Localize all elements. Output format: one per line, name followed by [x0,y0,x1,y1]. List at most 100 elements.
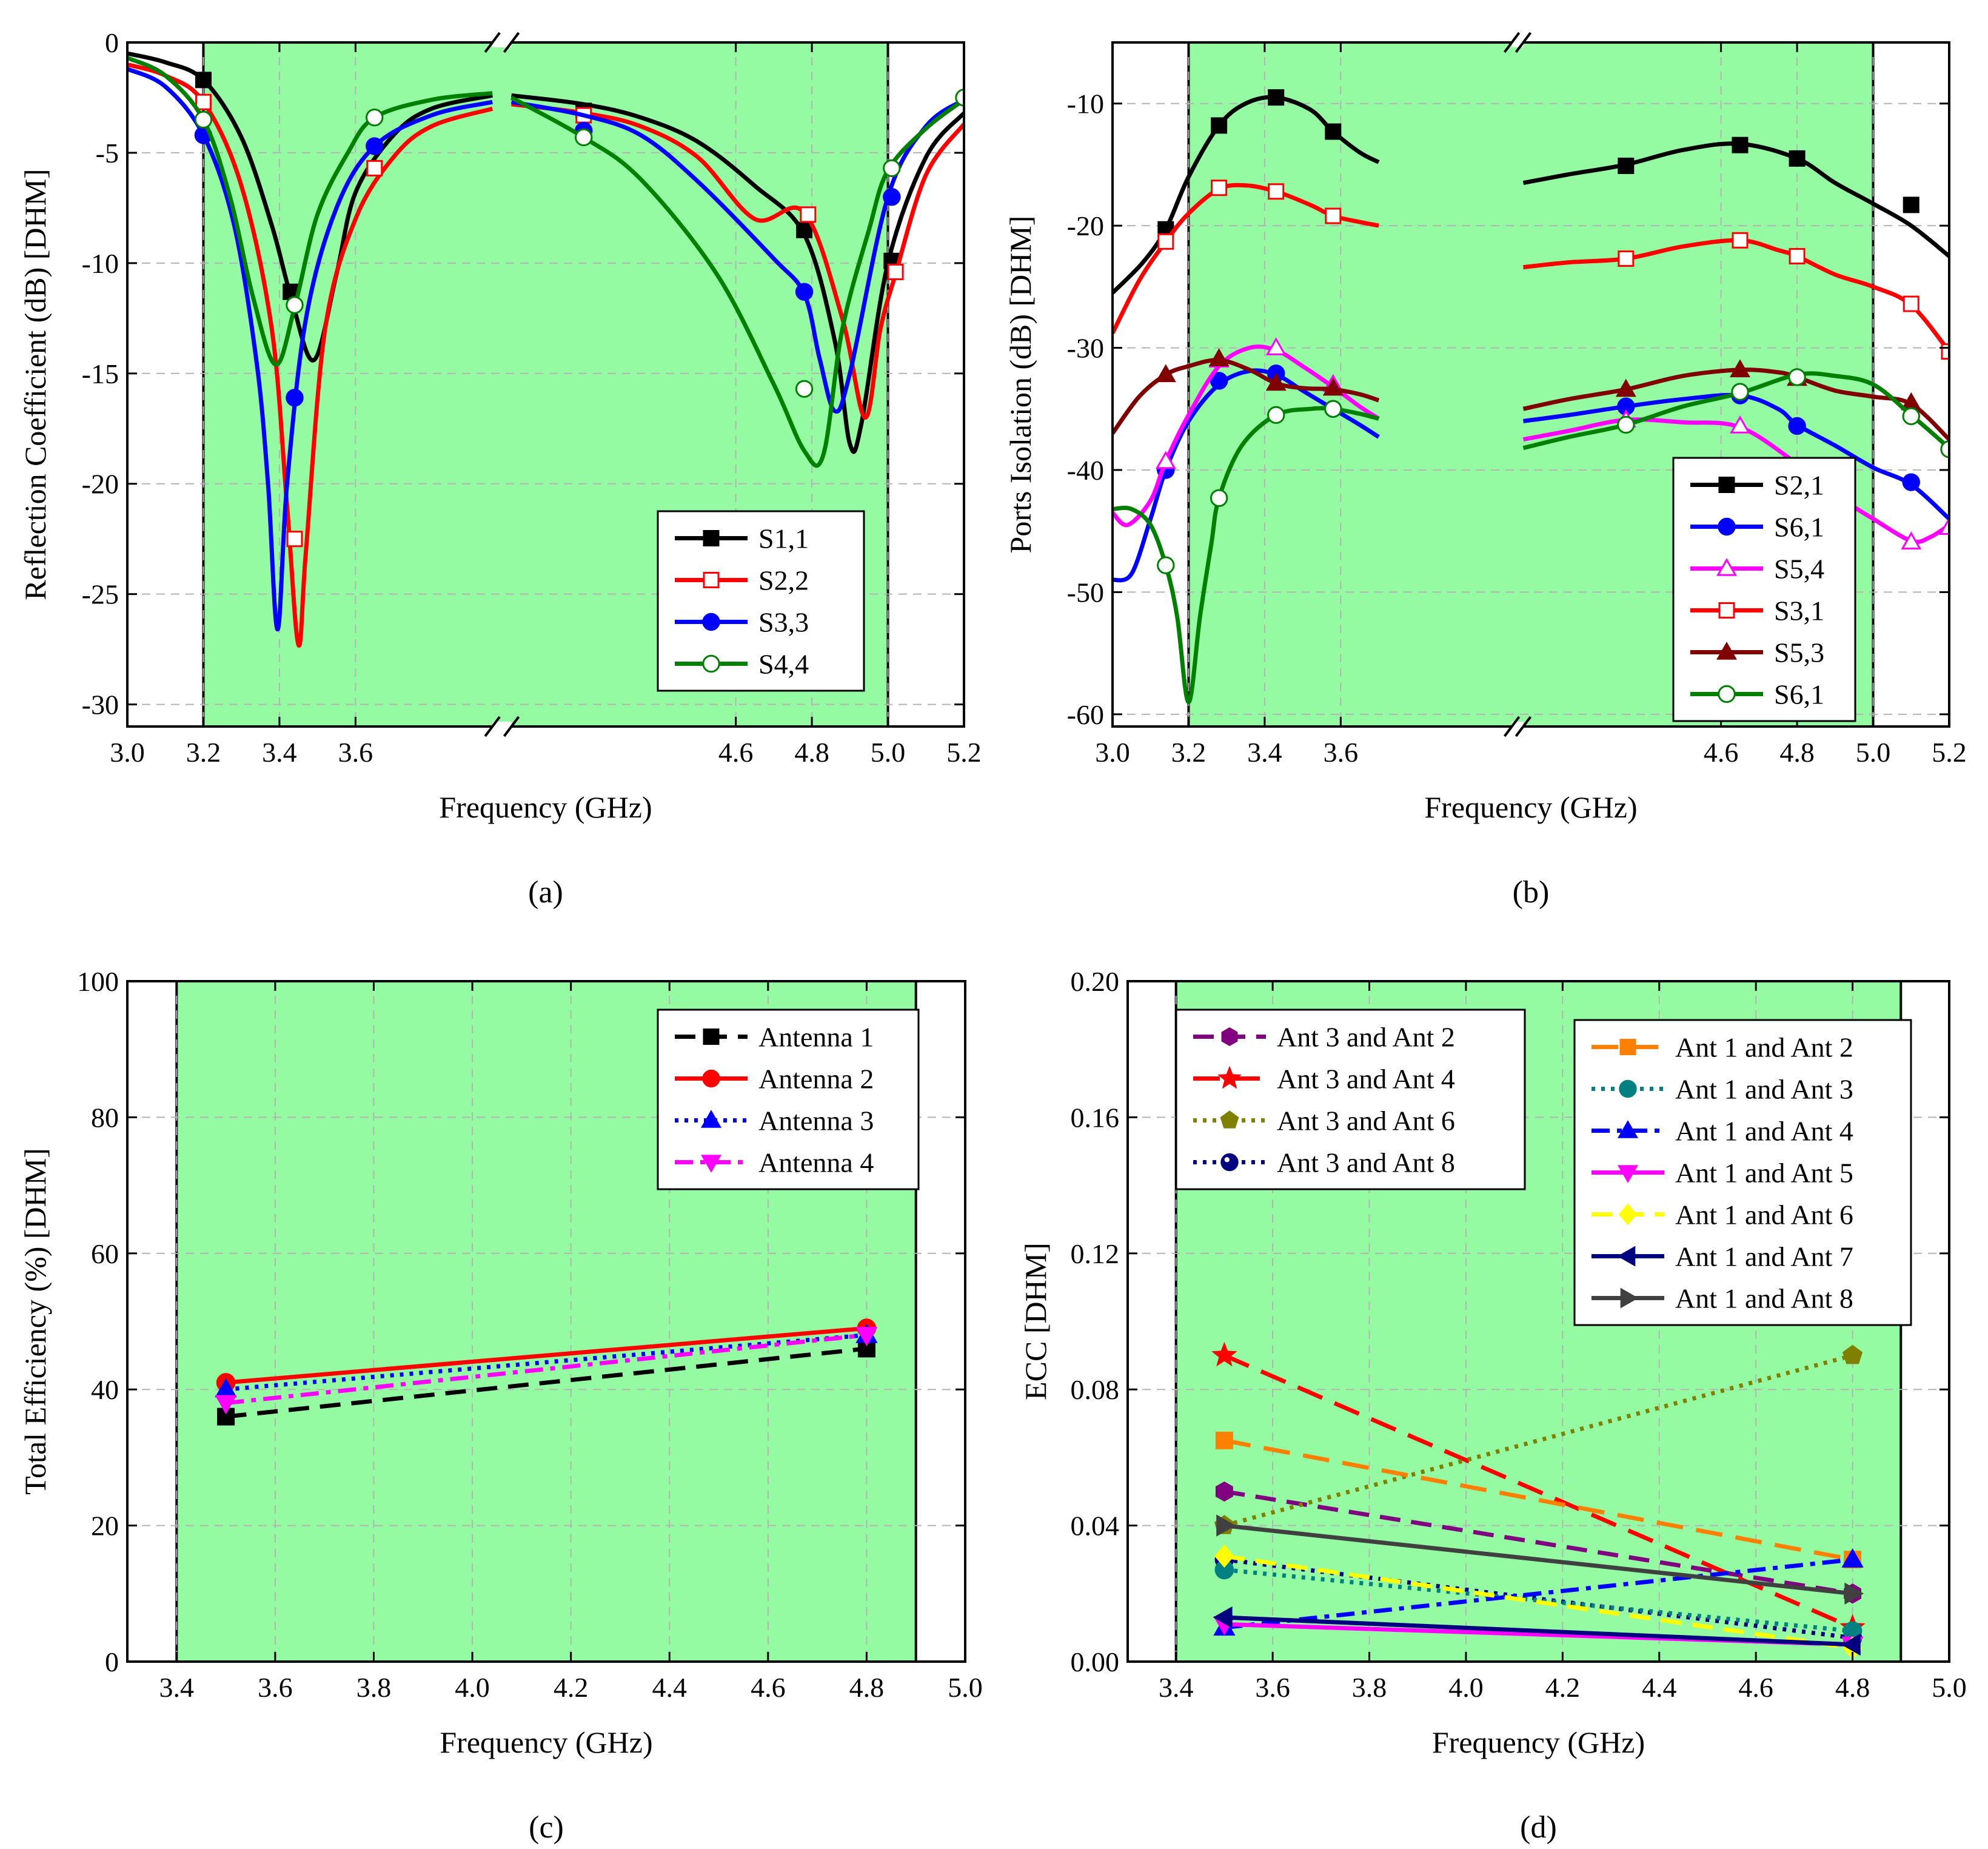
panel-caption: (a) [528,875,563,910]
legend-box [657,510,865,692]
x-tick-label: 3.0 [1095,737,1130,768]
x-tick-label: 4.6 [1704,737,1739,768]
series-s3-1-marker [1618,250,1635,267]
legend-box [1672,457,1856,722]
series-ant-1-and-ant-7-line [1224,1615,1853,1647]
y-tick-label: -15 [82,358,119,389]
series-s5-3-marker [1615,378,1636,397]
series-group [215,1318,878,1426]
y-tick-label: 0.20 [1071,966,1120,997]
series-s5-4-marker [1730,415,1750,434]
series-s2-1-marker [1789,150,1806,167]
y-tick-label: 0 [105,27,119,58]
series-s3-3-line-left [127,67,493,632]
legend-swatch-marker [1619,1079,1637,1098]
legend-main: Ant 3 and Ant 2 Ant 3 and Ant 4 Ant 3 and … [1175,1008,1526,1190]
axis-break-slash [503,32,520,53]
legend-label: S4,4 [758,649,809,680]
series-ant-1-and-ant-2-line [1223,1438,1853,1562]
legend-label: Ant 1 and Ant 8 [1675,1283,1853,1314]
series-s6-1-marker [1902,407,1920,426]
legend-swatch-marker [1716,642,1737,660]
series-s6-1-marker [1731,383,1749,401]
x-tick-label: 4.0 [455,1672,490,1703]
axis-break-bottom [1504,716,1532,737]
x-tick-label: 5.2 [1932,737,1967,768]
series-ant-1-and-ant-4-line [1224,1557,1853,1630]
x-tick-label: 4.2 [554,1672,589,1703]
legend-label: Antenna 1 [758,1022,874,1053]
series-s2-1-marker [1211,117,1228,134]
axis-break-gap [492,38,512,47]
series-s6-1-marker [1210,372,1228,390]
y-axis-ticks: 0 -5 -10 -15 -20 -25 -30 [82,27,964,720]
x-tick-label: 4.6 [1738,1672,1773,1703]
legend-swatch-marker [1618,1165,1638,1183]
series-s6-1-marker [1324,400,1342,418]
x-axis-ticks: 3.4 3.6 3.8 4.0 4.2 4.4 4.6 4.8 5.0 [1159,981,1967,1703]
series-s5-3-line-left [1113,358,1380,435]
legend-label: Ant 1 and Ant 4 [1675,1116,1853,1147]
x-tick-label: 3.8 [356,1672,392,1703]
y-tick-label: -10 [82,248,119,279]
axis-break-slash [484,716,501,737]
legend-swatch-marker [1716,558,1737,576]
series-s2-2-line-right [511,102,964,420]
series-s5-3-marker [1730,359,1750,378]
series-s6-1-marker [1617,415,1635,434]
y-axis-ticks: 0 20 40 60 80 100 [77,966,965,1677]
series-antenna-4-marker [215,1395,237,1415]
x-axis-ticks: 3.0 3.2 3.4 3.6 4.6 4.8 5.0 5.2 [110,42,982,768]
series-s6-1-marker [1267,406,1285,424]
plot-frame [1111,41,1950,728]
series-antenna-4-line [226,1332,867,1406]
y-tick-label: 0.04 [1071,1511,1120,1542]
series-s1-1-marker [796,221,813,238]
legend-label: Ant 3 and Ant 6 [1277,1106,1455,1136]
series-ant-1-and-ant-6-marker [1214,1544,1234,1568]
series-s5-3-marker [1155,364,1176,383]
legend-label: Ant 3 and Ant 8 [1277,1147,1455,1178]
series-s6-1-marker [1210,489,1228,508]
series-group [1211,1341,1866,1660]
y-tick-label: -5 [96,138,119,169]
legend-label: Ant 3 and Ant 2 [1277,1022,1455,1053]
series-s4-4-marker [286,296,304,314]
y-tick-label: 40 [91,1374,119,1405]
legend-swatch-marker [1618,1120,1638,1138]
x-tick-label: 3.6 [1255,1672,1290,1703]
legend-secondary: Ant 1 and Ant 2 Ant 1 and Ant 3 Ant 1 and … [1573,1019,1912,1326]
y-tick-label: -20 [1067,210,1104,241]
series-s2-1-marker [1903,196,1919,213]
x-tick-label: 3.4 [1159,1672,1194,1703]
legend-swatch-marker [702,612,720,631]
series-s2-2-marker [286,531,303,548]
legend-label: Antenna 4 [758,1147,874,1178]
legend-swatch-marker [703,1029,720,1045]
series-s4-4-line-right [510,95,964,468]
series-s2-2-marker [195,93,212,110]
axis-break-top [484,32,520,53]
x-axis-ticks: 3.0 3.2 3.4 3.6 4.6 4.8 5.0 5.2 [1095,42,1967,768]
legend-label: S6,1 [1774,512,1824,543]
x-tick-label: 4.8 [794,737,829,768]
x-tick-label: 3.4 [159,1672,195,1703]
y-tick-label: -50 [1067,577,1104,608]
legend-swatch-marker [1217,1065,1242,1089]
x-tick-label: 3.6 [258,1672,293,1703]
y-axis-title: Ports Isolation (dB) [DHM] [1003,216,1037,554]
series-ant-3-and-ant-4-marker [1211,1341,1237,1367]
x-tick-label: 5.2 [946,737,982,768]
series-antenna-1-line [226,1346,867,1419]
legend-label: S6,1 [1774,679,1824,710]
x-tick-label: 4.8 [849,1672,885,1703]
panel-c: 3.4 3.6 3.8 4.0 4.2 4.4 4.6 4.8 5.0 0 20 40 60 80 100 F… [18,966,983,1845]
series-antenna-4-marker [855,1327,878,1347]
panel-b: 3.0 3.2 3.4 3.6 4.6 4.8 5.0 5.2-10-20-30-40-50-… [1003,32,1967,910]
legend-swatch-marker [1718,685,1736,703]
series-ant-1-and-ant-8-marker [1216,1514,1236,1537]
legend-swatch-marker [701,1110,721,1128]
axis-break-slash [1514,716,1532,737]
series-ant-1-and-ant-7-marker [1841,1633,1861,1656]
